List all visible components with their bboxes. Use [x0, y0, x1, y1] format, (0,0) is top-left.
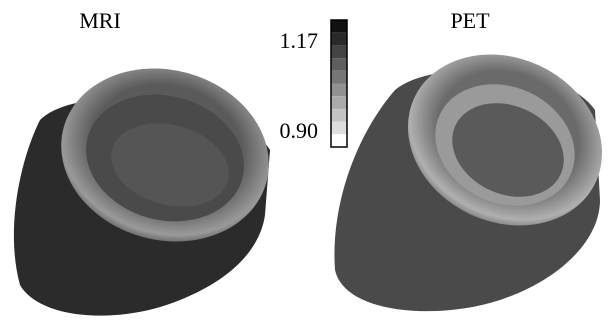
figure: MRI 1.17 0.90 PET	[0, 0, 611, 325]
panel-label: PET	[450, 8, 490, 33]
pet-render	[334, 23, 611, 311]
colorbar-max-label: 1.17	[280, 28, 319, 53]
mri-render	[14, 46, 289, 316]
colorbar	[331, 20, 347, 147]
colorbar-min-label: 0.90	[280, 118, 319, 143]
panel-label: MRI	[79, 8, 121, 33]
